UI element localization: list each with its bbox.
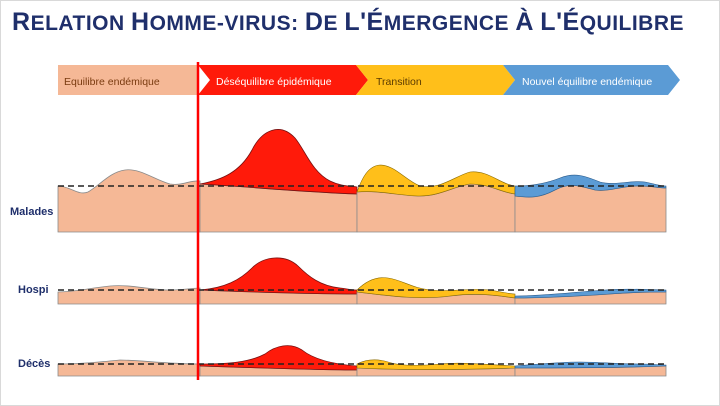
phase-arrow-epidemic	[198, 65, 368, 95]
row-label-malades: Malades	[10, 206, 54, 218]
row-hospi-panels	[57, 257, 668, 305]
row-label-hospi: Hospi	[18, 284, 49, 296]
deces-transition-waves	[356, 359, 516, 370]
phase-arrow-transition	[356, 65, 515, 95]
malades-transition-waves	[356, 164, 516, 197]
deces-epidemic-peak	[199, 345, 358, 371]
phase-arrow-endemic	[58, 65, 198, 95]
phase-arrow-new-endemic	[503, 65, 680, 95]
row-malades-panels	[57, 129, 668, 233]
deces-panel-endemic	[57, 359, 201, 377]
hospi-new-endemic-waves	[514, 288, 667, 299]
malades-epidemic-peak	[199, 129, 358, 195]
phase-bar	[58, 65, 680, 95]
hospi-transition-waves	[356, 277, 516, 299]
phase-label-new-endemic: Nouvel équilibre endémique	[522, 76, 653, 88]
malades-panel-endemic	[57, 169, 201, 233]
slide-title: RELATION HOMME-VIRUS: DE L'ÉMERGENCE À L…	[12, 8, 684, 37]
row-deces-panels	[57, 345, 668, 377]
phase-label-endemic: Equilibre endémique	[64, 76, 160, 88]
phase-label-transition: Transition	[376, 76, 422, 88]
hospi-epidemic-peak	[199, 257, 358, 295]
slide-title-text: RELATION HOMME-VIRUS: DE L'ÉMERGENCE À L…	[12, 8, 685, 36]
phase-label-epidemic: Déséquilibre épidémique	[216, 76, 332, 88]
row-label-deces: Décès	[18, 358, 51, 370]
hospi-panel-endemic	[57, 285, 201, 305]
